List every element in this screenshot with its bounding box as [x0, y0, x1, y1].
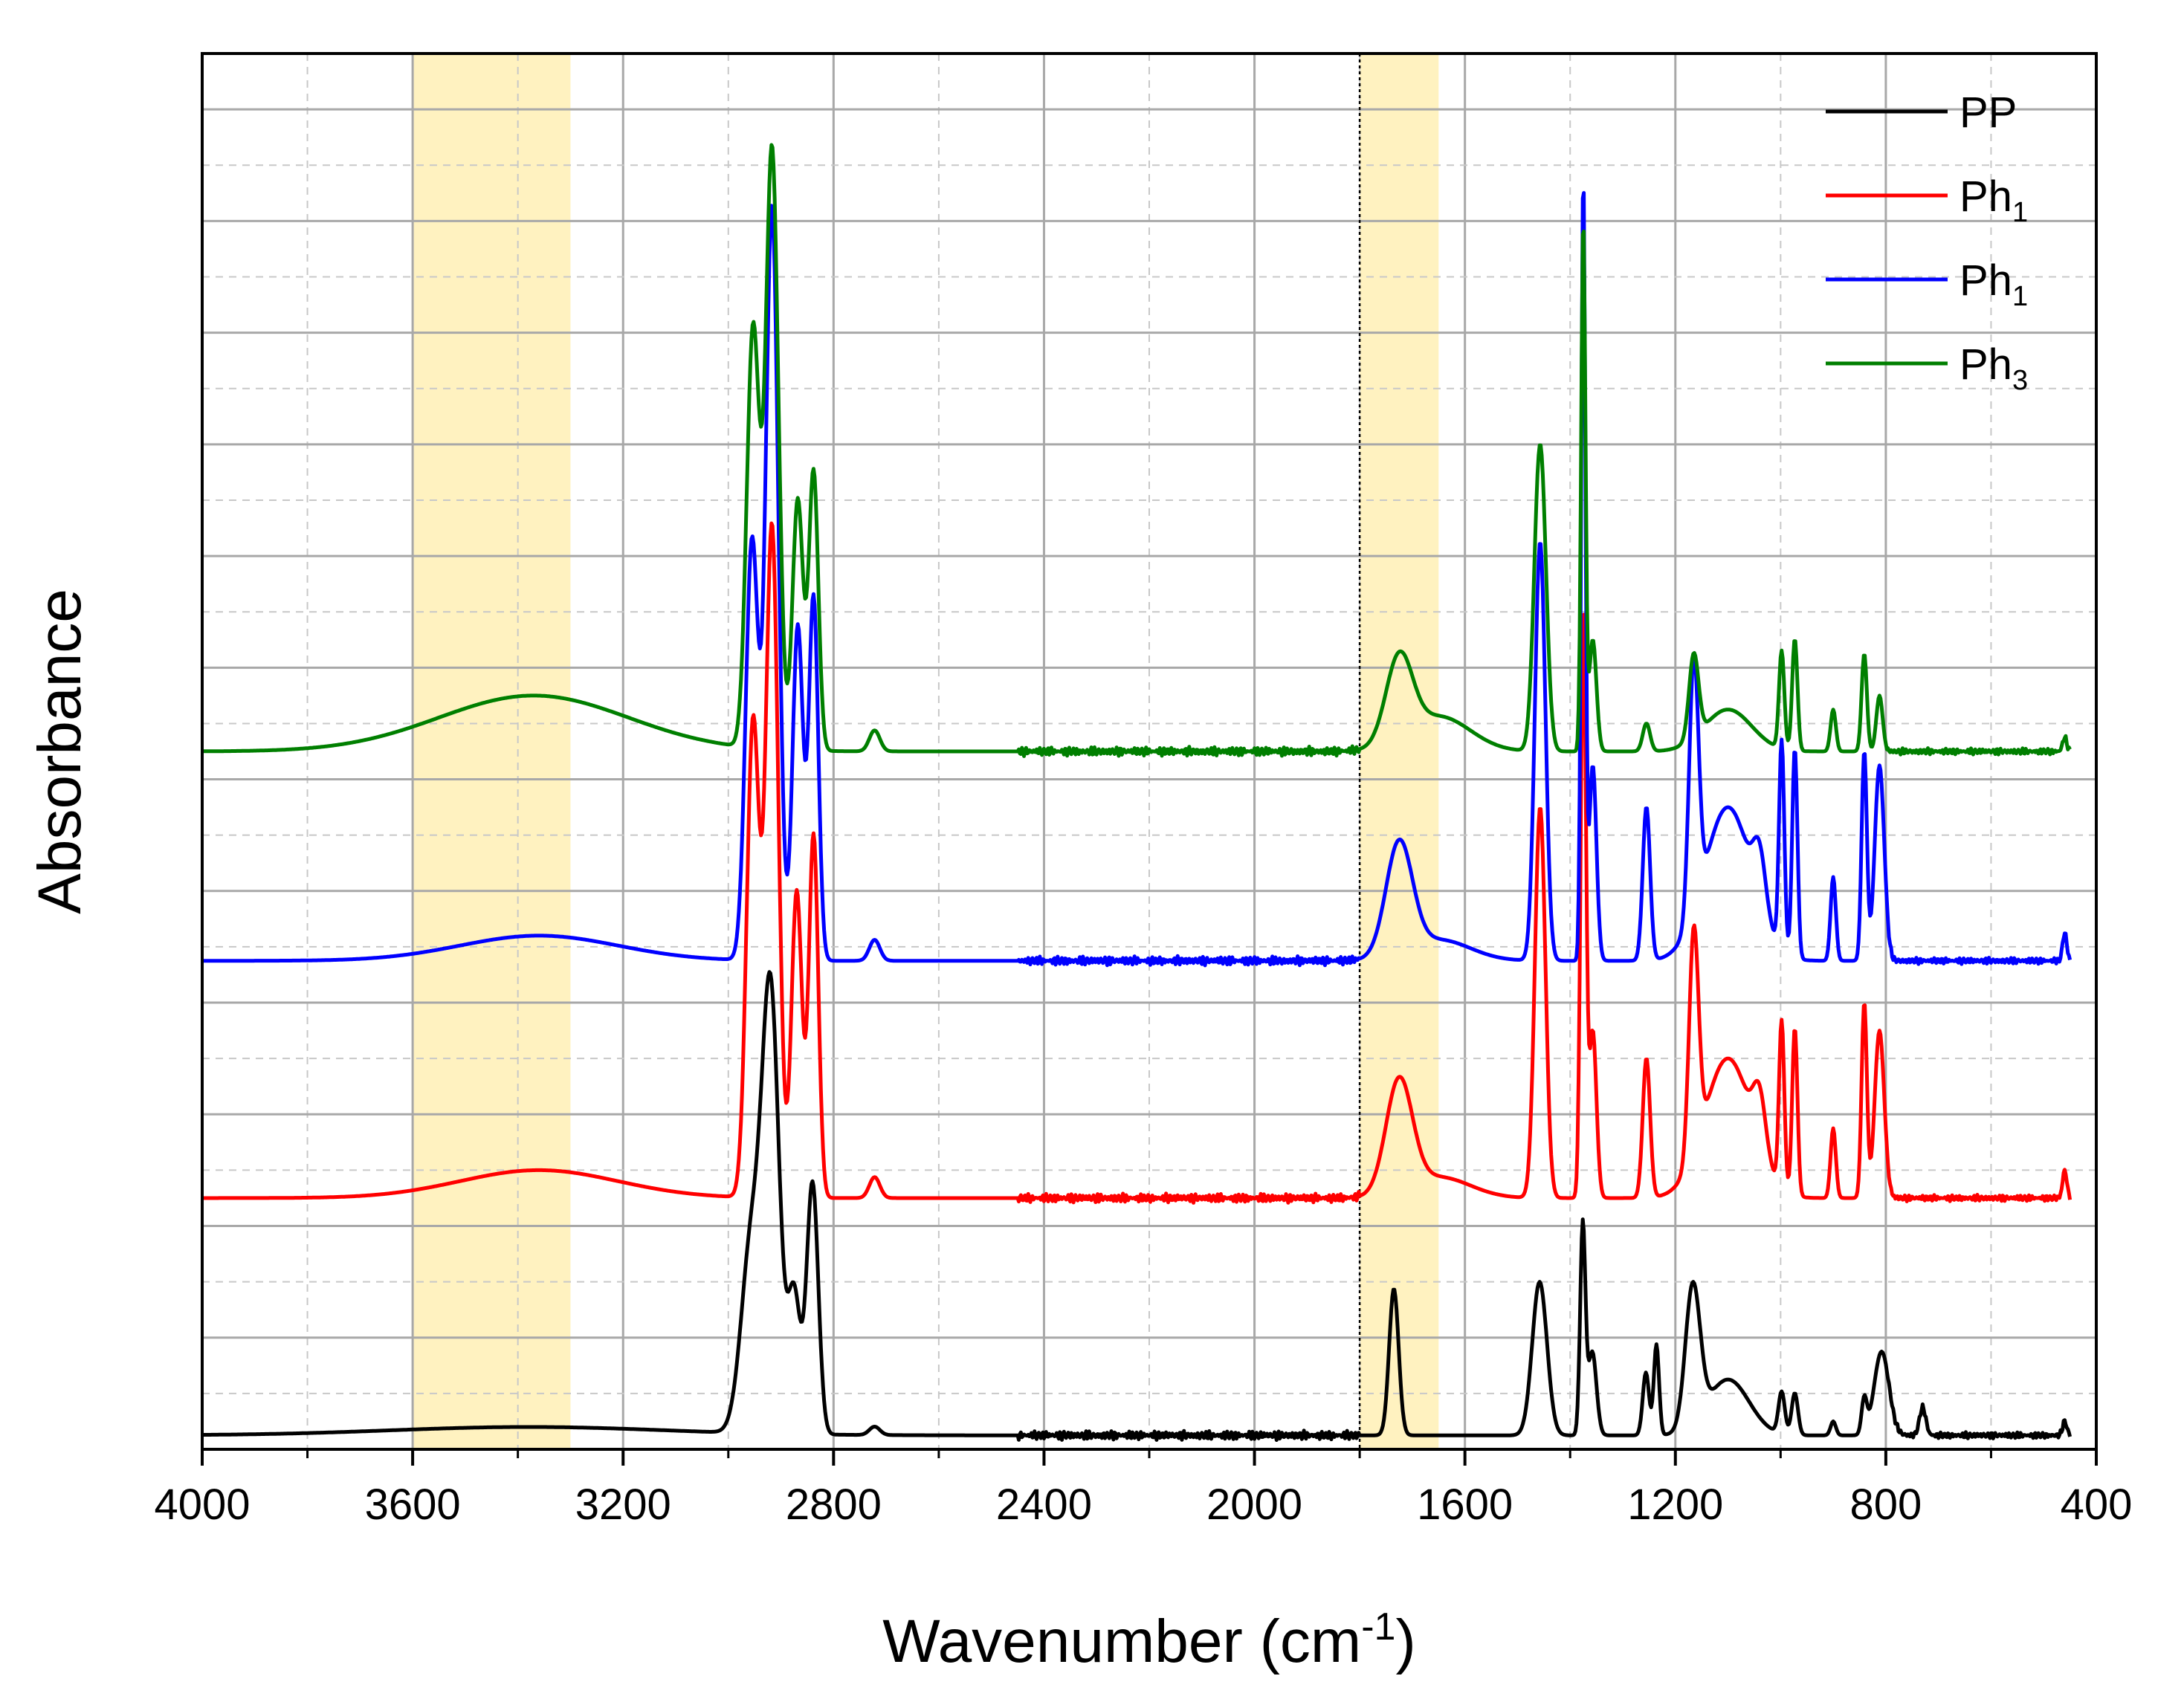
x-tick-label-3600: 3600 — [365, 1481, 461, 1529]
legend-label-main-2: Ph — [1960, 172, 2012, 221]
x-tick-label-2000: 2000 — [1206, 1481, 1302, 1529]
legend-label-2: Ph1 — [1960, 172, 2028, 228]
legend-label-3: Ph1 — [1960, 256, 2028, 312]
x-tick-label-800: 800 — [1849, 1481, 1922, 1529]
x-axis-title-superscript: -1 — [1361, 1605, 1395, 1648]
series-line-1-pp — [201, 970, 2072, 1442]
x-tick-label-2800: 2800 — [786, 1481, 882, 1529]
series-line-4-ph3 — [201, 143, 2072, 758]
x-tick-label-3200: 3200 — [575, 1481, 671, 1529]
legend-label-subscript-3: 1 — [2012, 281, 2028, 312]
y-axis-title: Absorbance — [26, 589, 94, 914]
x-tick-label-4000: 4000 — [154, 1481, 250, 1529]
legend-label-subscript-4: 3 — [2012, 365, 2028, 396]
legend-label-main-1: PP — [1960, 88, 2017, 137]
x-axis-ticks: 4000 3600 3200 2800 2400 2000 1600 1200 800 400 — [154, 1449, 2132, 1529]
highlight-band-2 — [1360, 54, 1439, 1449]
x-tick-label-1200: 1200 — [1627, 1481, 1723, 1529]
x-axis-title: Wavenumber (cm-1) — [882, 1605, 1416, 1675]
legend-label-1: PP — [1960, 88, 2017, 137]
x-tick-label-2400: 2400 — [996, 1481, 1092, 1529]
highlight-band-1 — [413, 54, 571, 1449]
x-tick-label-400: 400 — [2061, 1481, 2133, 1529]
x-axis-title-suffix: ) — [1395, 1608, 1415, 1675]
legend-label-4: Ph3 — [1960, 340, 2028, 396]
legend-label-main-3: Ph — [1960, 256, 2012, 305]
series-line-3-ph1 — [201, 191, 2072, 968]
x-tick-label-1600: 1600 — [1417, 1481, 1513, 1529]
legend-label-subscript-2: 1 — [2012, 197, 2028, 228]
highlight-bands — [413, 54, 1439, 1449]
legend-label-main-4: Ph — [1960, 340, 2012, 389]
series-line-2-ph1 — [201, 521, 2072, 1205]
spectra-series — [201, 143, 2072, 1442]
